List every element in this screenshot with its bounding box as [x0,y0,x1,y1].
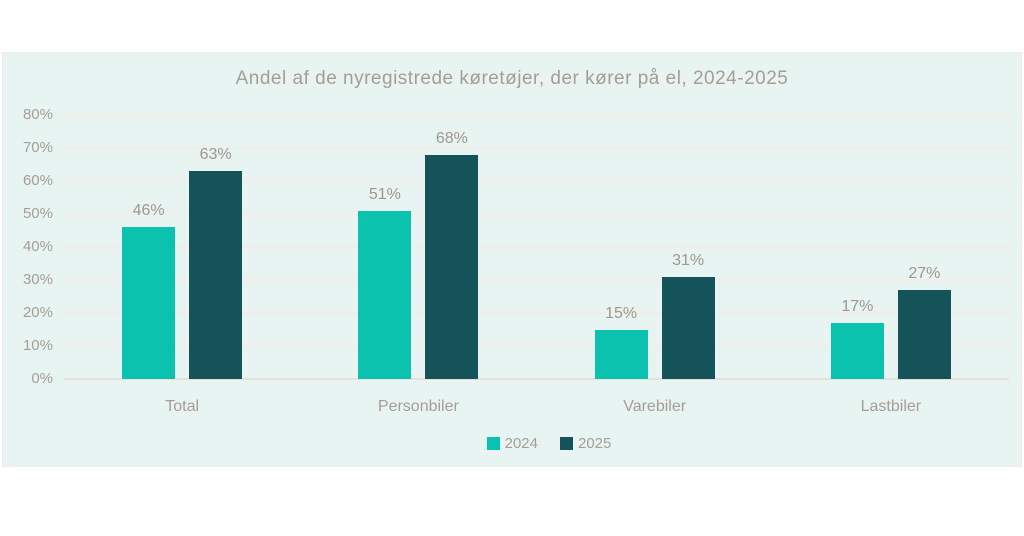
value-label-2025-varebiler: 31% [672,251,705,269]
bar-2025-total [189,171,243,379]
y-axis-label-70: 70% [22,139,53,156]
bar-2025-lastbiler [897,289,951,379]
x-axis-label-varebiler: Varebiler [623,398,687,415]
gridline-50 [64,213,1009,215]
gridline-60 [64,180,1009,182]
value-label-2024-personbiler: 51% [368,185,401,203]
gridline-0 [64,378,1009,380]
bar-2025-varebiler [661,276,715,379]
legend-label-2025: 2025 [578,435,612,452]
legend: 2024 2025 [40,436,1024,451]
x-axis-label-personbiler: Personbiler [377,398,459,415]
legend-swatch-2025 [560,437,573,450]
gridline-10 [64,345,1009,347]
gridline-40 [64,246,1009,248]
chart-title: Andel af de nyregistrede køretøjer, der … [235,68,789,89]
x-axis-label-lastbiler: Lastbiler [860,398,922,415]
bar-2024-lastbiler [830,322,884,379]
legend-swatch-2024 [486,437,500,450]
y-axis-label-40: 40% [22,238,53,255]
value-label-2025-personbiler: 68% [435,129,468,147]
y-axis-label-50: 50% [22,205,53,222]
gridline-30 [64,279,1009,281]
y-axis-label-60: 60% [22,172,53,189]
chart-panel: Andel af de nyregistrede køretøjer, der … [2,52,1022,467]
legend-item-2025: 2025 [560,436,611,451]
legend-label-2024: 2024 [504,435,538,452]
gridline-80 [64,114,1009,116]
bar-2024-personbiler [358,210,412,379]
value-label-2024-lastbiler: 17% [841,297,874,315]
bar-2024-varebiler [594,329,648,379]
y-axis-label-30: 30% [22,271,53,288]
legend-item-2024: 2024 [486,435,538,452]
y-axis-label-20: 20% [22,304,53,321]
bar-2025-personbiler [425,154,479,379]
gridline-20 [64,312,1009,314]
value-label-2025-total: 63% [199,146,232,164]
value-label-2025-lastbiler: 27% [908,264,941,282]
value-label-2024-varebiler: 15% [605,304,638,322]
value-label-2024-total: 46% [132,202,165,220]
y-axis-label-10: 10% [22,337,53,354]
y-axis-label-0: 0% [31,370,53,387]
gridline-70 [64,147,1009,149]
x-axis-label-total: Total [165,398,200,415]
y-axis-label-80: 80% [22,106,53,123]
bar-2024-total [122,227,176,379]
